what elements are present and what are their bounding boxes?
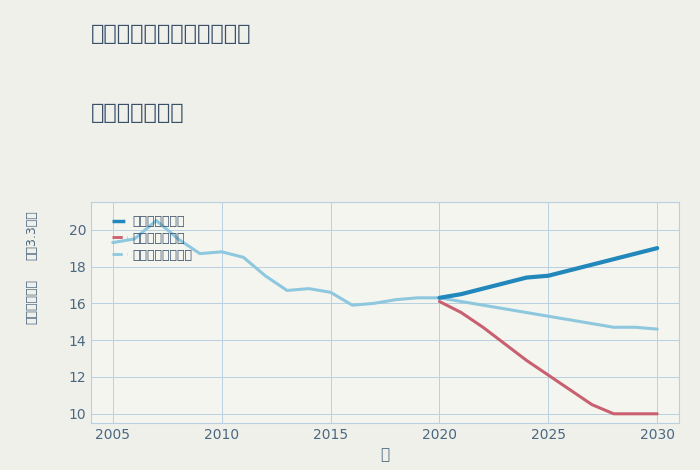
Legend: グッドシナリオ, バッドシナリオ, ノーマルシナリオ: グッドシナリオ, バッドシナリオ, ノーマルシナリオ <box>109 213 195 264</box>
Text: 単価（万円）: 単価（万円） <box>26 279 38 324</box>
Text: 坪（3.3㎡）: 坪（3.3㎡） <box>26 211 38 260</box>
Text: 土地の価格推移: 土地の価格推移 <box>91 103 185 124</box>
X-axis label: 年: 年 <box>380 447 390 462</box>
Text: 三重県松阪市嬉野八田町の: 三重県松阪市嬉野八田町の <box>91 24 251 44</box>
